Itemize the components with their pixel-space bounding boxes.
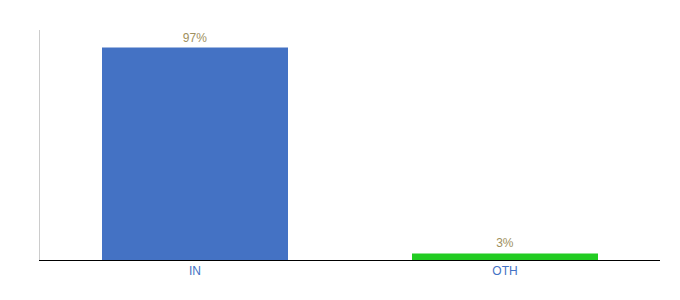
svg-text:97%: 97% bbox=[183, 31, 207, 45]
svg-text:OTH: OTH bbox=[492, 264, 517, 278]
svg-text:3%: 3% bbox=[496, 236, 514, 250]
svg-text:IN: IN bbox=[189, 264, 201, 278]
